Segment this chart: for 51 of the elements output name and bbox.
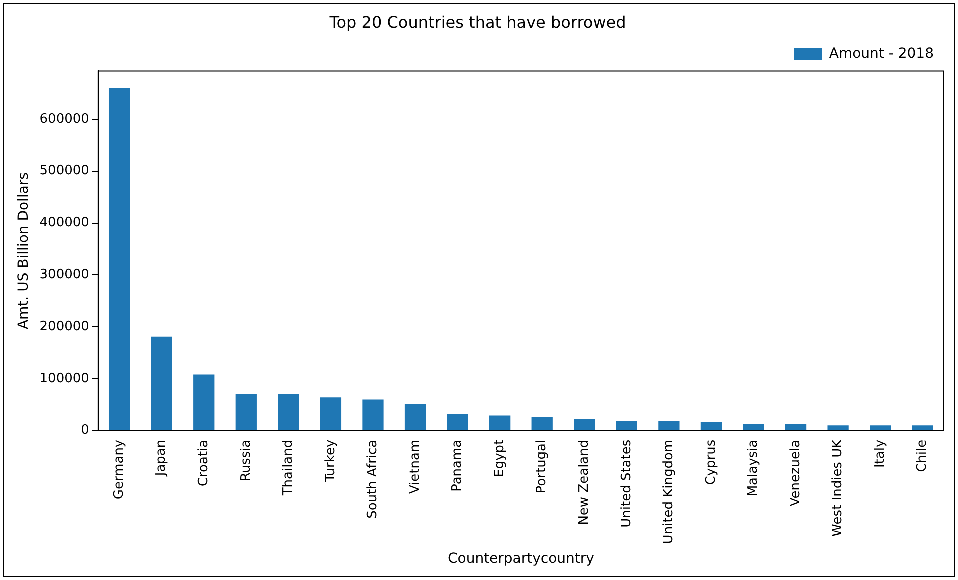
bar — [151, 336, 172, 430]
bar — [278, 394, 300, 430]
x-tick-label: Japan — [154, 440, 170, 478]
x-tick-label: Malaysia — [746, 440, 762, 497]
x-tick-label: Venezuela — [788, 440, 804, 507]
x-tick-label: Panama — [450, 440, 466, 492]
bar — [236, 394, 257, 430]
bar — [700, 422, 722, 430]
x-tick-label: West Indies UK — [830, 439, 846, 537]
x-tick-label: Vietnam — [408, 440, 423, 494]
x-tick-label: Chile — [915, 440, 930, 472]
bar — [870, 426, 892, 430]
y-tick-label: 300000 — [40, 268, 90, 283]
x-tick-label: New Zealand — [577, 440, 592, 526]
y-tick-label: 500000 — [40, 164, 90, 179]
x-tick-label: Cyprus — [704, 440, 719, 486]
bar — [785, 424, 807, 430]
x-tick-label: Turkey — [323, 440, 338, 484]
x-tick-label: United Kingdom — [662, 440, 677, 544]
x-tick-label: Croatia — [196, 440, 212, 487]
x-tick-label: Egypt — [492, 440, 508, 478]
bar — [447, 414, 468, 430]
bar — [194, 374, 215, 430]
x-tick-label: Italy — [872, 440, 888, 468]
bar — [574, 419, 596, 430]
y-tick-label: 600000 — [40, 112, 90, 127]
bar — [658, 420, 680, 430]
bar — [616, 420, 638, 430]
x-tick-label: South Africa — [366, 440, 381, 519]
y-tick-label: 400000 — [40, 216, 90, 231]
y-tick-label: 200000 — [40, 319, 90, 334]
bar — [108, 88, 130, 430]
bar — [490, 416, 511, 430]
y-tick-label: 100000 — [40, 371, 90, 386]
y-axis-title: Amt. US Billion Dollars — [16, 172, 32, 330]
x-tick-label: Germany — [112, 440, 127, 500]
bar — [743, 424, 764, 430]
x-axis-title: Counterpartycountry — [448, 551, 594, 568]
x-tick-label: Portugal — [534, 440, 550, 494]
bar — [532, 417, 553, 430]
x-tick-label: Thailand — [281, 440, 296, 497]
bar — [404, 404, 426, 430]
legend-label: Amount - 2018 — [829, 46, 934, 62]
bar — [912, 426, 934, 430]
bar — [828, 426, 849, 430]
x-tick-label: United States — [619, 440, 634, 528]
x-tick-label: Russia — [238, 440, 254, 482]
bar — [320, 398, 342, 430]
chart-title: Top 20 Countries that have borrowed — [328, 12, 626, 32]
bar — [362, 400, 384, 430]
y-tick-label: 0 — [81, 423, 90, 438]
